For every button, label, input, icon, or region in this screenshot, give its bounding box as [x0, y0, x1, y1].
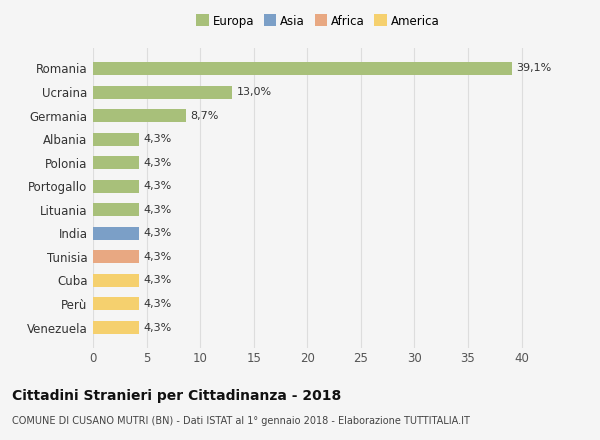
Bar — [93, 321, 139, 334]
Bar — [93, 297, 139, 311]
Bar — [93, 274, 139, 287]
Text: 4,3%: 4,3% — [143, 299, 172, 309]
Bar — [93, 203, 139, 216]
Text: Cittadini Stranieri per Cittadinanza - 2018: Cittadini Stranieri per Cittadinanza - 2… — [12, 389, 341, 403]
Text: 39,1%: 39,1% — [516, 63, 551, 73]
Legend: Europa, Asia, Africa, America: Europa, Asia, Africa, America — [191, 10, 445, 33]
Bar — [93, 156, 139, 169]
Bar — [93, 250, 139, 264]
Text: 4,3%: 4,3% — [143, 134, 172, 144]
Text: COMUNE DI CUSANO MUTRI (BN) - Dati ISTAT al 1° gennaio 2018 - Elaborazione TUTTI: COMUNE DI CUSANO MUTRI (BN) - Dati ISTAT… — [12, 416, 470, 426]
Bar — [93, 85, 232, 99]
Bar — [93, 132, 139, 146]
Text: 4,3%: 4,3% — [143, 323, 172, 333]
Bar — [93, 227, 139, 240]
Text: 4,3%: 4,3% — [143, 158, 172, 168]
Text: 4,3%: 4,3% — [143, 205, 172, 215]
Text: 13,0%: 13,0% — [236, 87, 272, 97]
Bar — [93, 62, 512, 75]
Text: 4,3%: 4,3% — [143, 275, 172, 286]
Text: 4,3%: 4,3% — [143, 252, 172, 262]
Text: 8,7%: 8,7% — [191, 110, 219, 121]
Bar — [93, 109, 186, 122]
Text: 4,3%: 4,3% — [143, 181, 172, 191]
Text: 4,3%: 4,3% — [143, 228, 172, 238]
Bar — [93, 180, 139, 193]
